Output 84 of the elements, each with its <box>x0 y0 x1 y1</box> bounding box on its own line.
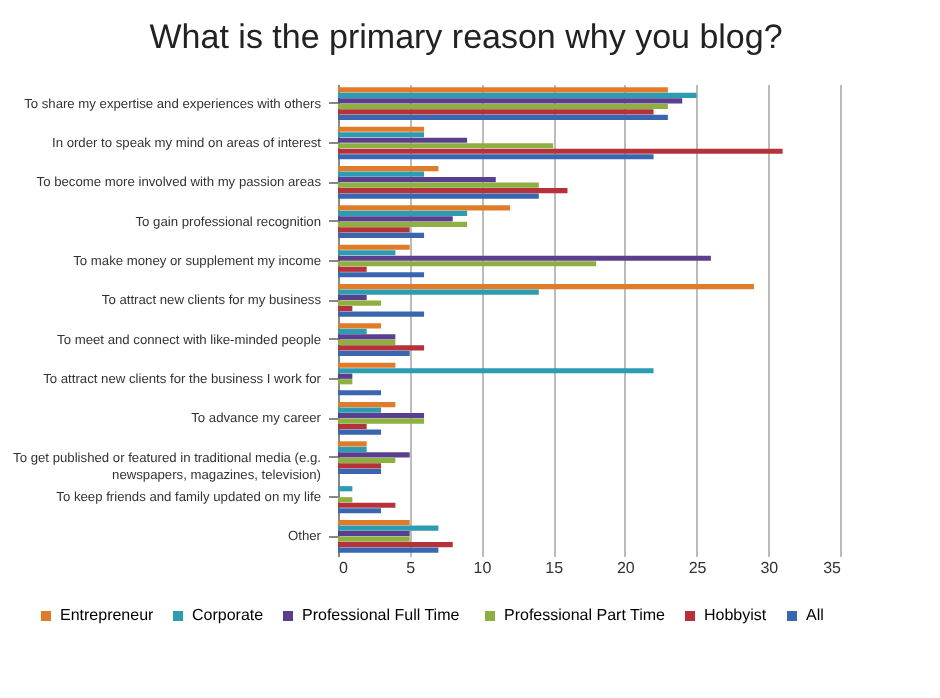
x-tick-label: 35 <box>823 559 843 577</box>
legend-label: Entrepreneur <box>60 606 155 624</box>
x-tick-label: 15 <box>545 559 565 577</box>
bar <box>338 345 425 351</box>
bar <box>338 547 439 553</box>
x-tick-label: 20 <box>616 559 636 577</box>
bar <box>338 250 396 256</box>
bar <box>338 165 439 172</box>
bar <box>338 441 367 447</box>
bar <box>338 182 539 188</box>
bar <box>338 92 697 99</box>
bar <box>338 452 410 458</box>
bar <box>338 508 382 514</box>
bar <box>338 328 367 335</box>
bar <box>338 171 425 177</box>
bar <box>338 339 396 346</box>
bar <box>338 305 353 312</box>
bar <box>338 227 410 233</box>
bar <box>338 334 396 340</box>
bar <box>338 221 468 228</box>
bar <box>338 255 711 261</box>
bar <box>338 311 425 317</box>
x-tick-label: 10 <box>473 559 493 577</box>
bar <box>338 148 783 154</box>
bar <box>338 525 439 531</box>
x-tick-label: 25 <box>688 559 708 577</box>
legend-label: All <box>806 606 825 624</box>
bar <box>338 87 668 93</box>
bar <box>338 137 468 143</box>
bar <box>338 457 396 464</box>
bar <box>338 154 654 160</box>
bar <box>338 423 367 430</box>
bar <box>338 132 425 138</box>
bar <box>338 373 353 379</box>
bar <box>338 232 425 239</box>
bar <box>338 244 410 250</box>
bar <box>338 283 754 290</box>
x-tick-label: 0 <box>339 559 349 577</box>
bar <box>338 266 367 272</box>
bar <box>338 401 396 408</box>
bar <box>338 103 668 110</box>
bar <box>338 536 410 542</box>
bar <box>338 114 668 121</box>
bar <box>338 323 382 329</box>
bar <box>338 530 410 537</box>
legend-label: Professional Part Time <box>504 606 667 624</box>
bar <box>338 368 654 374</box>
bar <box>338 502 396 508</box>
bar <box>338 379 353 385</box>
x-tick-label: 5 <box>406 559 417 577</box>
bar <box>338 468 382 475</box>
bar <box>338 300 382 306</box>
bar <box>338 261 597 267</box>
bar <box>338 407 382 413</box>
bar <box>338 350 410 357</box>
bar <box>338 272 425 278</box>
bar <box>338 289 539 295</box>
bar <box>338 497 353 503</box>
bar <box>338 294 367 301</box>
bar <box>338 98 683 104</box>
bar <box>338 418 425 424</box>
bar <box>338 143 554 149</box>
bar <box>338 446 367 453</box>
bar <box>338 193 539 199</box>
legend-label: Hobbyist <box>704 606 768 624</box>
bar <box>338 205 511 211</box>
bar <box>338 541 453 548</box>
bar <box>338 210 468 217</box>
bar <box>338 429 382 435</box>
bar <box>338 390 382 396</box>
bar <box>338 412 425 419</box>
bar <box>338 216 453 222</box>
bar <box>338 519 410 526</box>
bar <box>338 362 396 368</box>
bar <box>338 176 496 183</box>
bar <box>338 109 654 115</box>
bar <box>338 187 568 194</box>
legend-label: Corporate <box>192 606 265 624</box>
chart-title: What is the primary reason why you blog? <box>149 18 783 56</box>
bar <box>338 486 353 492</box>
x-tick-label: 30 <box>760 559 780 577</box>
bar <box>338 463 382 469</box>
bar <box>338 126 425 132</box>
legend-label: Professional Full Time <box>302 606 461 624</box>
